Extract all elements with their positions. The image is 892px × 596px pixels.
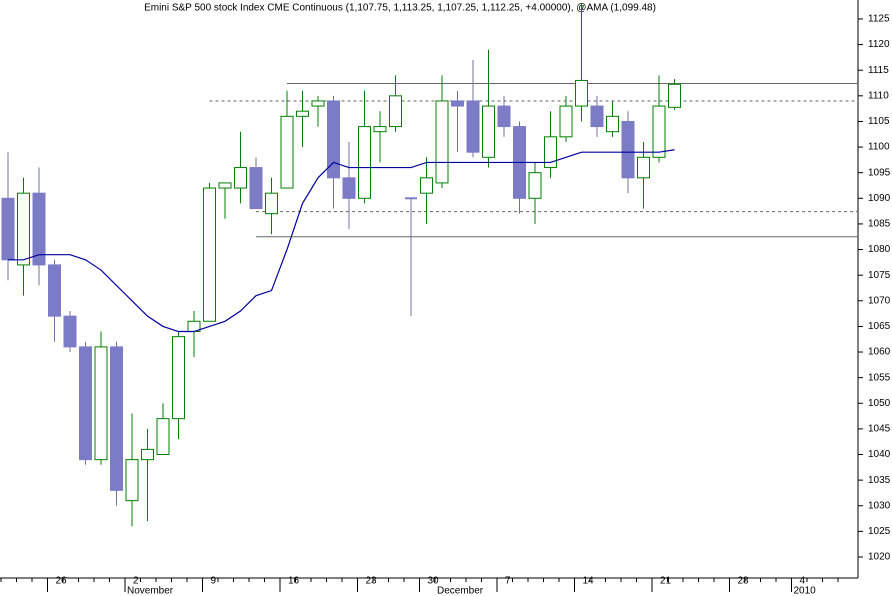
candle-body xyxy=(575,79,588,107)
candle-body xyxy=(17,192,30,266)
candle-body xyxy=(606,115,619,133)
y-tick-label: 1050 xyxy=(868,398,891,409)
x-tick-label: 30 xyxy=(428,576,440,587)
candle-body xyxy=(110,346,123,491)
y-tick-label: 1075 xyxy=(868,270,891,281)
y-tick-label: 1070 xyxy=(868,295,891,306)
x-tick-label: 7 xyxy=(505,576,511,587)
candle-body xyxy=(296,110,309,117)
y-tick-label: 1080 xyxy=(868,244,891,255)
chart-title: Emini S&P 500 stock Index CME Continuous… xyxy=(144,3,656,14)
y-tick-label: 1055 xyxy=(868,372,891,383)
candle-body xyxy=(311,100,325,107)
x-tick-label: 26 xyxy=(56,576,68,587)
candle-body xyxy=(544,136,557,169)
candle-body xyxy=(48,264,61,317)
candle-body xyxy=(389,95,402,128)
y-tick-label: 1095 xyxy=(868,167,891,178)
candle-body xyxy=(451,100,464,107)
candle-body xyxy=(327,100,340,179)
month-label: 2010 xyxy=(794,586,817,596)
candle-body xyxy=(125,459,139,502)
x-tick-label: 28 xyxy=(738,576,750,587)
candle-body xyxy=(466,100,480,153)
candle-body xyxy=(637,156,650,179)
candle-body xyxy=(373,126,387,133)
candle-body xyxy=(32,192,46,266)
candle-body xyxy=(79,346,92,461)
candle-body xyxy=(172,336,185,420)
y-tick-label: 1120 xyxy=(868,39,890,50)
candle-body xyxy=(156,418,170,456)
candle-body xyxy=(63,315,77,348)
y-tick-label: 1035 xyxy=(868,475,891,486)
y-tick-label: 1090 xyxy=(868,193,891,204)
y-tick-label: 1060 xyxy=(868,347,891,358)
x-tick-label: 9 xyxy=(211,576,217,587)
y-tick-label: 1040 xyxy=(868,449,891,460)
candle-body xyxy=(280,115,294,189)
candle-body xyxy=(652,105,666,158)
candle-body xyxy=(435,100,449,184)
x-tick-label: 4 xyxy=(800,576,806,587)
candle-body xyxy=(497,105,511,128)
y-tick-label: 1125 xyxy=(868,14,890,25)
y-tick-label: 1115 xyxy=(868,65,889,76)
candle-body xyxy=(590,105,604,128)
candle-body xyxy=(1,197,15,261)
y-tick-label: 1030 xyxy=(868,500,891,511)
candle-body xyxy=(559,105,573,138)
candle-body xyxy=(249,167,263,210)
candle-body xyxy=(265,192,278,215)
y-tick-label: 1025 xyxy=(868,526,891,537)
candle-body xyxy=(342,177,356,199)
candle-body xyxy=(528,172,542,199)
y-tick-label: 1065 xyxy=(868,321,891,332)
month-label: November xyxy=(127,586,174,596)
y-tick-label: 1020 xyxy=(868,552,891,563)
candle-body xyxy=(234,167,247,189)
y-tick-label: 1085 xyxy=(868,219,891,230)
candle-body xyxy=(668,83,681,108)
month-label: December xyxy=(437,586,484,596)
x-tick-label: 2 xyxy=(133,576,139,587)
candle-body xyxy=(203,187,216,322)
candle-body xyxy=(141,448,154,461)
x-tick-label: 16 xyxy=(288,576,300,587)
candle-body xyxy=(94,346,108,461)
ama-line xyxy=(8,149,675,333)
x-tick-label: 21 xyxy=(660,576,672,587)
candle-body xyxy=(420,177,433,194)
y-tick-label: 1110 xyxy=(868,90,889,101)
y-tick-label: 1105 xyxy=(868,116,890,127)
candle-body xyxy=(358,126,371,199)
candle-body xyxy=(482,105,495,158)
x-tick-label: 14 xyxy=(583,576,595,587)
candle-body xyxy=(218,182,232,189)
x-tick-label: 23 xyxy=(366,576,378,587)
y-tick-label: 1045 xyxy=(868,424,891,435)
candle-body xyxy=(621,120,635,179)
y-tick-label: 1100 xyxy=(868,142,890,153)
